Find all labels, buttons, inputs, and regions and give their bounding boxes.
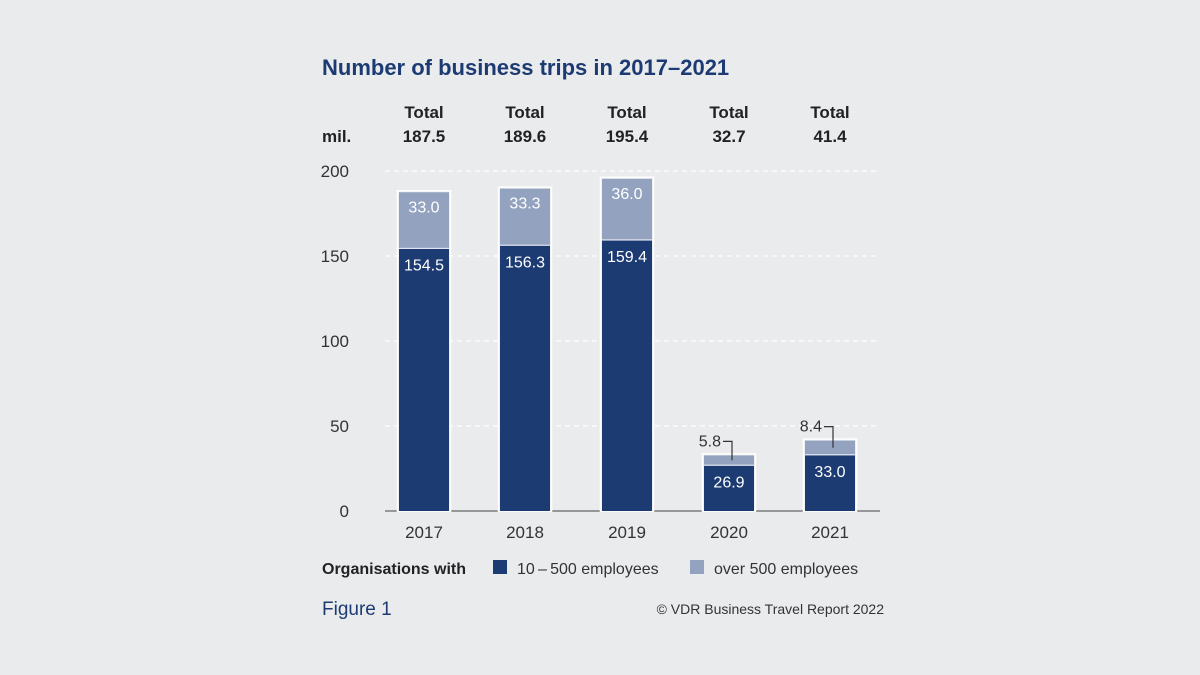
bar-segment-small-orgs [704,465,754,511]
total-value: 195.4 [606,127,649,146]
bar-segment-large-orgs [602,178,652,241]
total-header-label: Total [505,103,544,122]
data-label-small-orgs: 33.0 [814,464,845,481]
data-label-large-orgs: 5.8 [699,433,721,450]
x-tick-label: 2021 [811,523,849,542]
bar-segment-small-orgs [602,240,652,511]
y-axis: 0 50 100 150 200 [321,162,349,521]
bar-segment-small-orgs [500,245,550,512]
bars: 154.5 33.0 156.3 33.3 159.4 36.0 26.9 5.8 33.0 8.… [396,176,858,512]
y-tick-label: 100 [321,332,349,351]
total-header-label: Total [810,103,849,122]
total-value: 189.6 [504,127,547,146]
callout-line [723,440,733,461]
bar-segment-small-orgs [399,248,449,511]
unit-label: mil. [322,127,351,146]
data-label-large-orgs: 8.4 [800,419,822,436]
bar-segment-large-orgs [704,455,754,466]
bar-segment-large-orgs [805,440,855,455]
data-label-small-orgs: 159.4 [607,249,647,266]
legend-lead: Organisations with [322,561,466,578]
data-label-small-orgs: 154.5 [404,257,444,274]
column-headers: Total 187.5 Total 189.6 Total 195.4 Total 32.7 T… [403,103,850,146]
legend: Organisations with 10 – 500 employees ov… [322,560,858,578]
data-label-large-orgs: 33.0 [408,199,439,216]
data-label-large-orgs: 36.0 [611,186,642,203]
legend-label-small-orgs: 10 – 500 employees [517,561,659,578]
chart-title: Number of business trips in 2017–2021 [322,55,729,80]
x-tick-label: 2018 [506,523,544,542]
credit-text: © VDR Business Travel Report 2022 [657,601,885,617]
figure-label: Figure 1 [322,599,392,620]
callout-line [824,426,834,448]
y-tick-label: 50 [330,417,349,436]
legend-label-large-orgs: over 500 employees [714,561,858,578]
x-tick-label: 2020 [710,523,748,542]
legend-swatch-small-orgs [493,560,507,574]
y-tick-label: 200 [321,162,349,181]
x-tick-label: 2019 [608,523,646,542]
x-axis: 2017 2018 2019 2020 2021 [405,523,849,542]
total-header-label: Total [709,103,748,122]
y-tick-label: 150 [321,247,349,266]
x-tick-label: 2017 [405,523,443,542]
legend-swatch-large-orgs [690,560,704,574]
total-value: 41.4 [813,127,847,146]
data-label-small-orgs: 26.9 [713,474,744,491]
bar-segment-large-orgs [500,188,550,246]
total-value: 32.7 [712,127,745,146]
total-header-label: Total [404,103,443,122]
data-label-small-orgs: 156.3 [505,254,545,271]
total-value: 187.5 [403,127,446,146]
data-label-large-orgs: 33.3 [509,196,540,213]
y-tick-label: 0 [340,502,349,521]
total-header-label: Total [607,103,646,122]
bar-segment-small-orgs [805,454,855,511]
bar-segment-large-orgs [399,192,449,249]
